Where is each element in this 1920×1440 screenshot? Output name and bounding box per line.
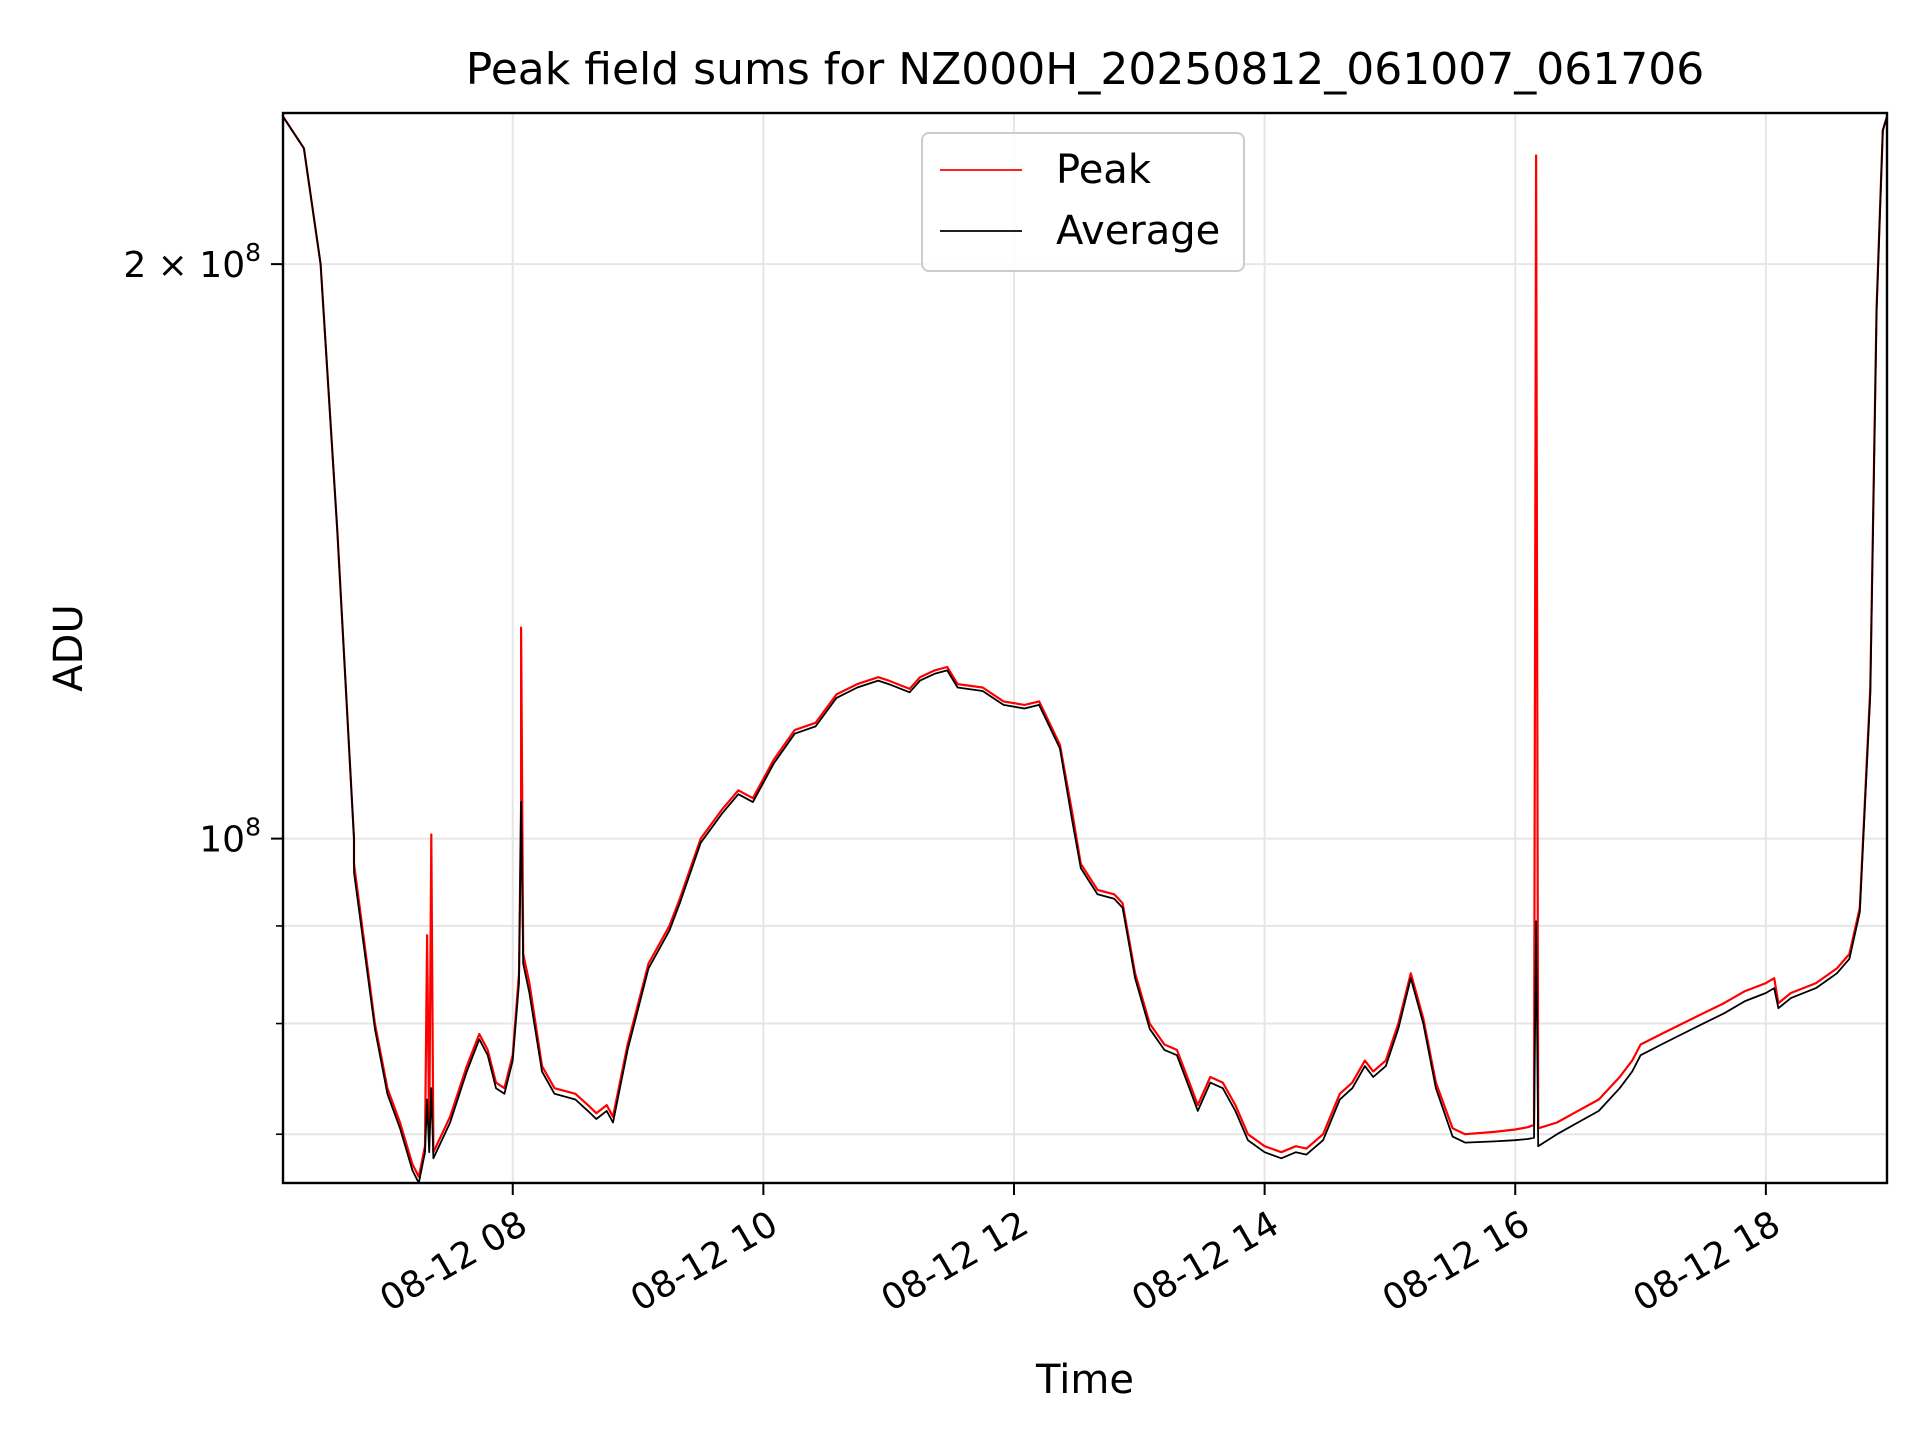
legend-label-peak: Peak xyxy=(1056,147,1152,193)
series-line-peak xyxy=(282,115,1889,1178)
x-axis-label: Time xyxy=(1035,1357,1134,1403)
plot-frame xyxy=(281,111,1889,1185)
series-layer xyxy=(282,115,1889,1184)
series-line-average xyxy=(282,116,1888,1184)
legend-label-average: Average xyxy=(1056,208,1220,254)
chart-title: Peak field sums for NZ000H_20250812_0610… xyxy=(466,44,1704,95)
legend: Peak Average xyxy=(921,132,1245,272)
y-axis-label: ADU xyxy=(46,604,92,691)
y-tick-label: 2 × 108 xyxy=(123,238,261,286)
legend-box xyxy=(921,132,1245,272)
